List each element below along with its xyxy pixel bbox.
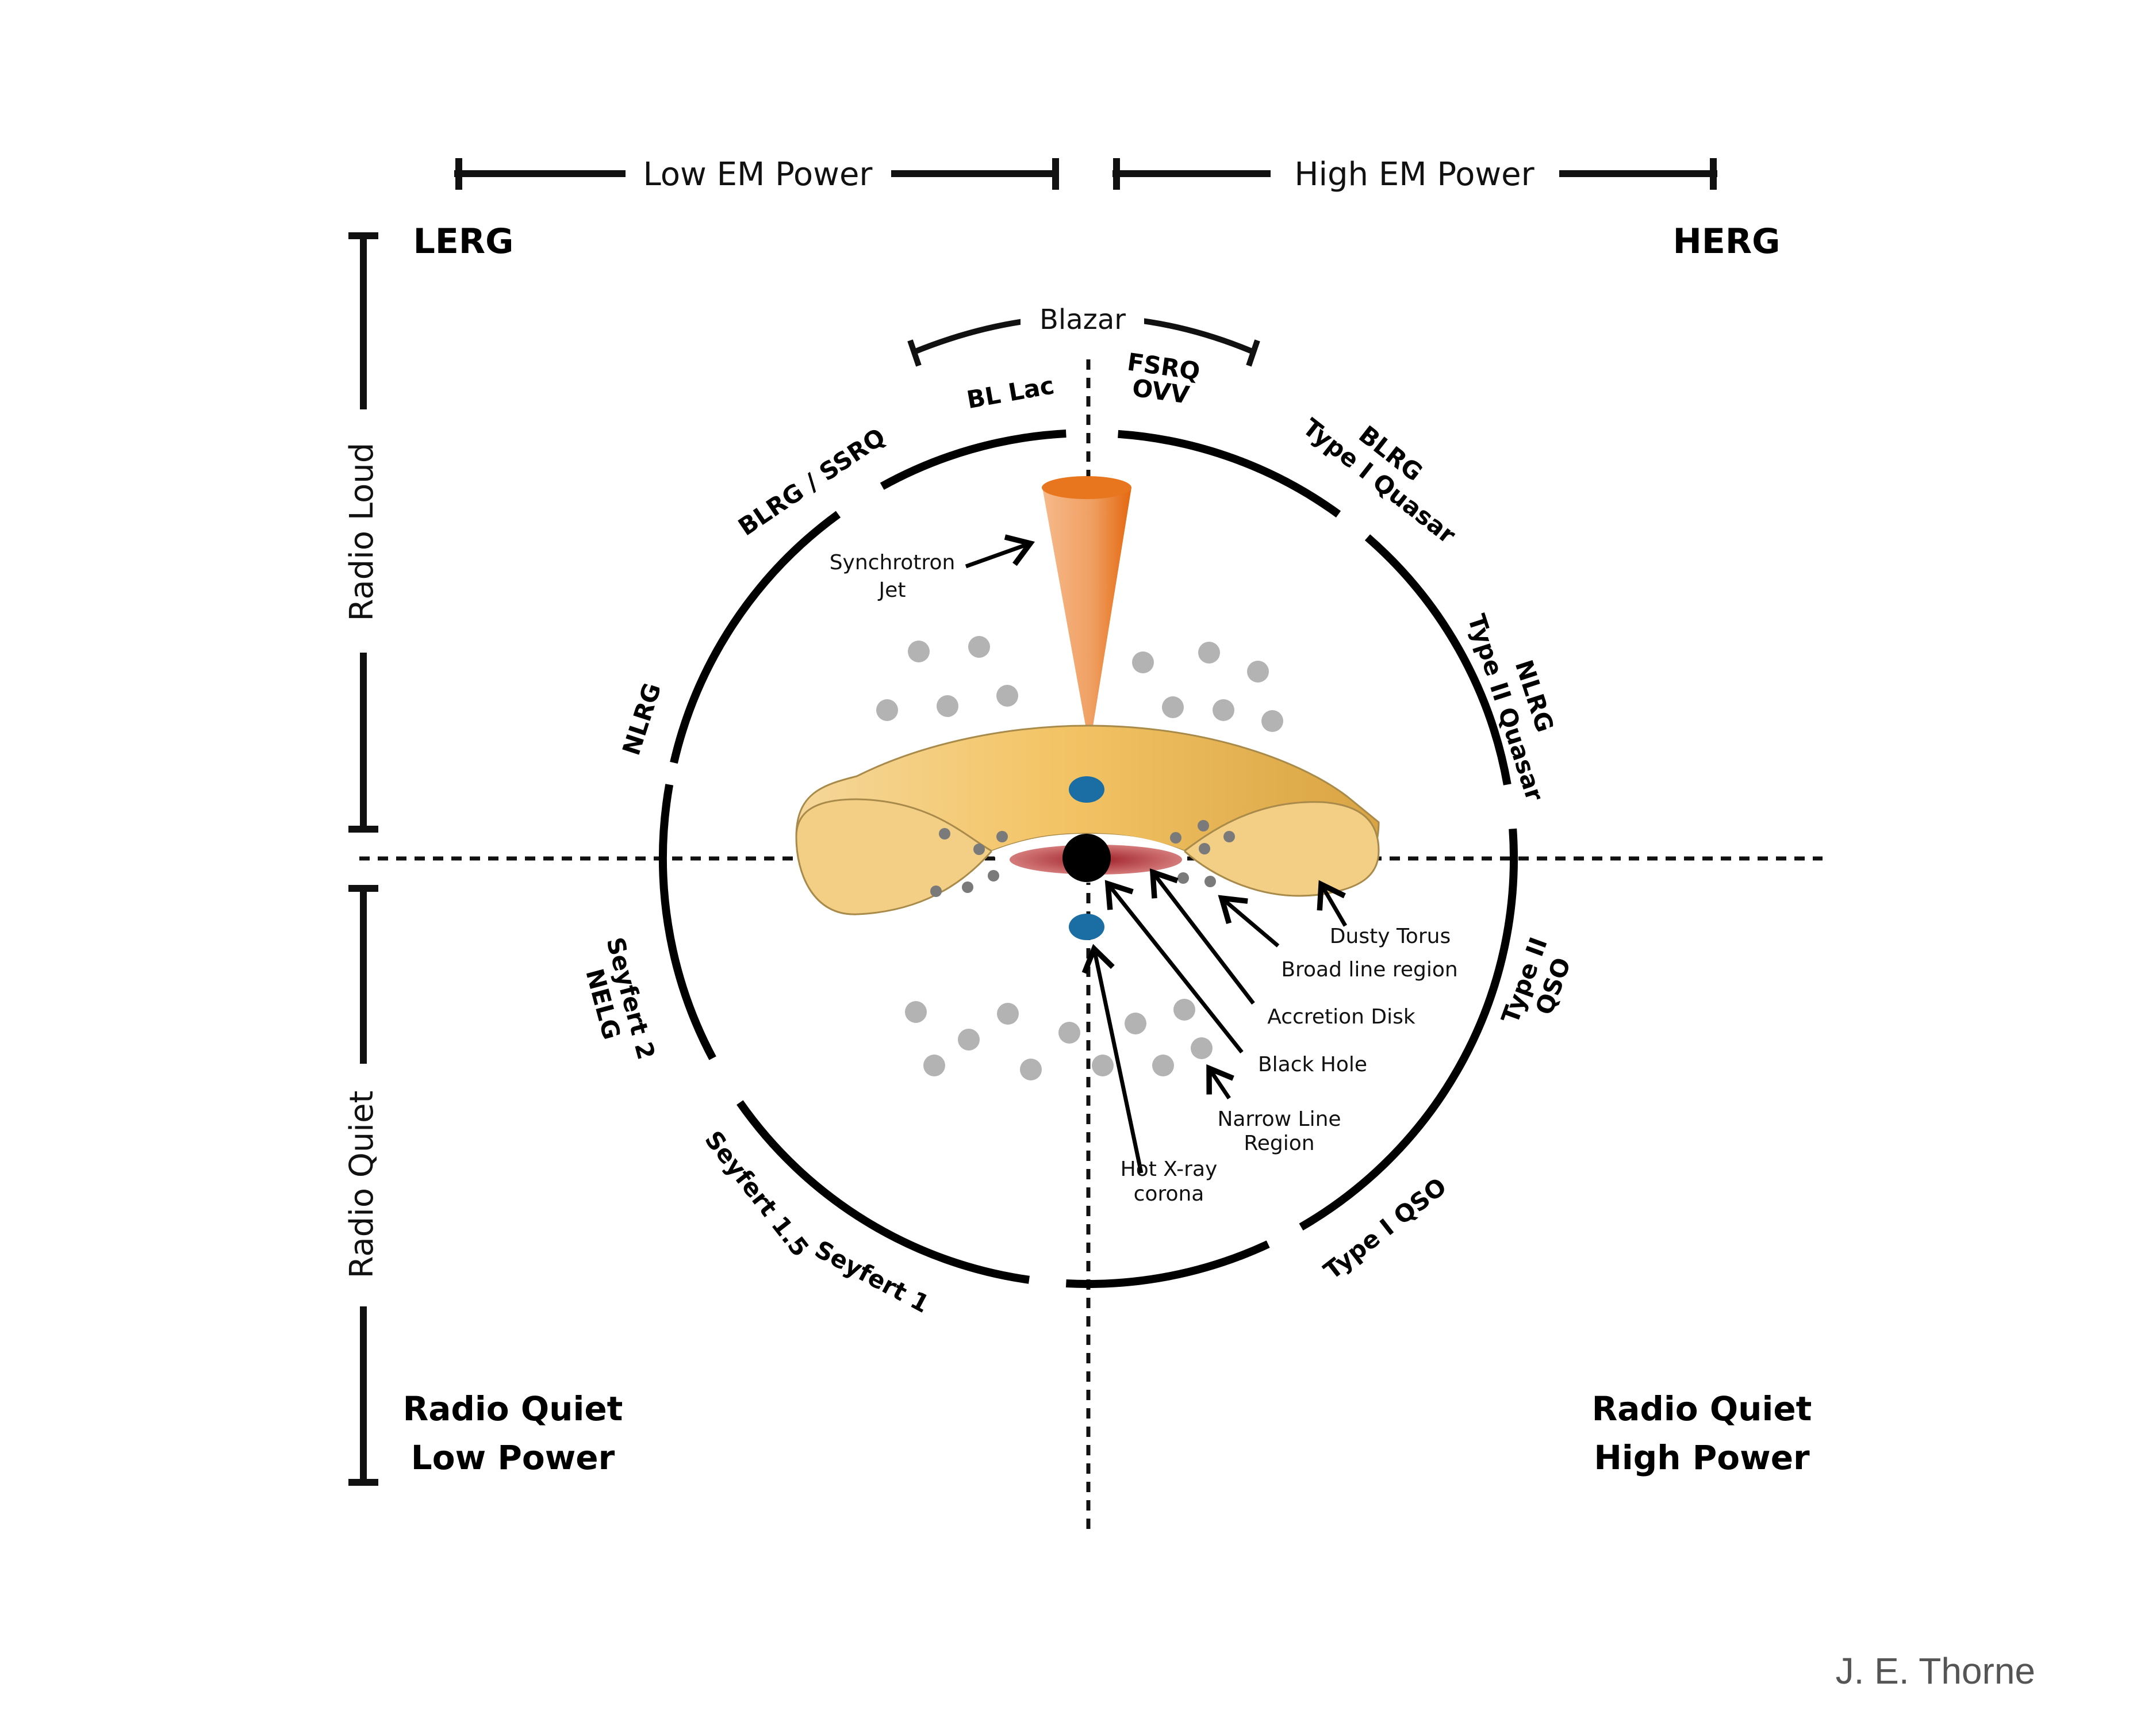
- jet-label: Jet: [878, 578, 906, 602]
- class-nlrg-left: NLRG: [617, 680, 666, 759]
- ring-segment: [663, 785, 713, 1059]
- radio-quiet-high-power-line2: High Power: [1594, 1438, 1810, 1477]
- hot-xray-corona-label-line1: Hot X-ray: [1121, 1157, 1218, 1181]
- black-hole: [1062, 834, 1111, 882]
- corona-blob-bottom: [1069, 914, 1104, 940]
- hot-xray-corona-label-line2: corona: [1134, 1182, 1204, 1206]
- narrow-line-region-label-line1: Narrow Line: [1217, 1107, 1341, 1131]
- black-hole-label: Black Hole: [1258, 1053, 1367, 1076]
- dusty-torus: [796, 726, 1379, 914]
- synchrotron-label: Synchrotron: [830, 551, 956, 574]
- low-em-power-label: Low EM Power: [643, 156, 873, 193]
- radio-quiet-label: Radio Quiet: [343, 1091, 381, 1279]
- lerg-label: LERG: [413, 221, 514, 262]
- radio-loud-label: Radio Loud: [343, 443, 381, 622]
- class-type1-qso: Type I QSO: [1318, 1172, 1452, 1285]
- blazar-label: Blazar: [1039, 304, 1126, 336]
- herg-label: HERG: [1673, 221, 1781, 262]
- ring-segment: [674, 514, 838, 762]
- class-blrg-ssrq: BLRG / SSRQ: [733, 423, 890, 542]
- narrow-line-region-label-line2: Region: [1244, 1132, 1314, 1155]
- corona-blob-top: [1069, 776, 1104, 803]
- accretion-disk-label: Accretion Disk: [1267, 1005, 1415, 1029]
- radio-quiet-high-power-line1: Radio Quiet: [1592, 1389, 1812, 1428]
- radio-quiet-low-power-line1: Radio Quiet: [403, 1389, 623, 1428]
- ring-segment: [1118, 434, 1338, 515]
- dusty-torus-label: Dusty Torus: [1330, 925, 1451, 948]
- synchrotron-jet: [1042, 488, 1131, 747]
- high-em-power-label: High EM Power: [1294, 156, 1534, 193]
- ring-segment: [1066, 1244, 1268, 1284]
- broad-line-region-label: Broad line region: [1281, 958, 1457, 982]
- class-bl-lac: BL Lac: [965, 371, 1057, 414]
- ring-segment: [740, 1102, 1029, 1279]
- class-seyfert15: Seyfert 1.5: [699, 1125, 814, 1262]
- ring-segment: [882, 434, 1066, 486]
- radio-quiet-low-power-line2: Low Power: [411, 1438, 615, 1477]
- author-credit: J. E. Thorne: [1836, 1650, 2035, 1692]
